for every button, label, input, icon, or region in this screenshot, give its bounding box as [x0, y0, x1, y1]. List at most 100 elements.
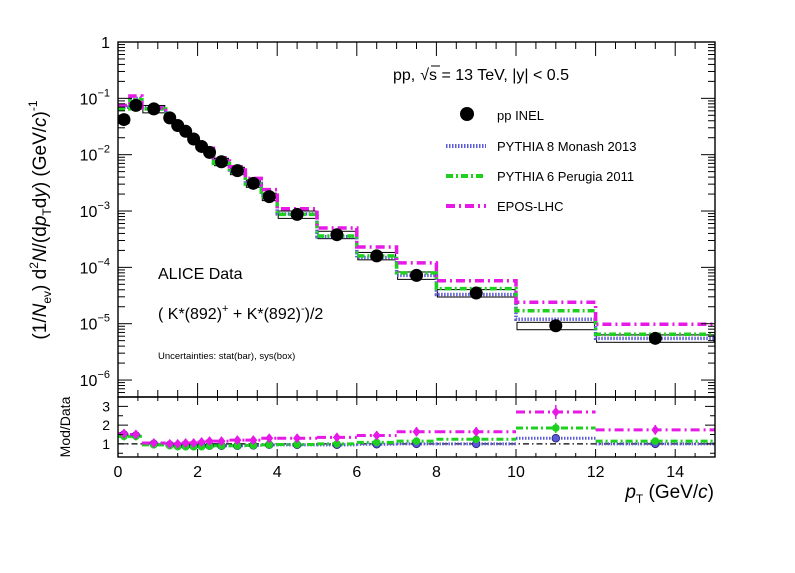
- ratio-point-epos: [217, 436, 226, 447]
- ratio-y-ticks: 1 2 3: [102, 396, 715, 454]
- model-histograms: [118, 94, 715, 341]
- spectrum-x-ticks: [117, 42, 716, 397]
- ratio-point-epos: [197, 437, 206, 447]
- ratio-point-pythia8: [551, 434, 560, 443]
- experiment-label: ALICE Data: [158, 266, 243, 283]
- y-tick-base: 10: [80, 148, 98, 165]
- ratio-point-epos: [173, 438, 182, 449]
- y-tick-base: 10: [80, 317, 98, 334]
- ratio-point-pythia6: [293, 440, 301, 449]
- data-points: [117, 98, 662, 345]
- data-point: [262, 190, 276, 204]
- legend-label-pythia8: PYTHIA 8 Monash 2013: [497, 139, 636, 154]
- data-point: [147, 102, 161, 116]
- legend-label-pythia6: PYTHIA 6 Perugia 2011: [497, 169, 634, 184]
- particle-label: ( K*(892)+ + K*(892)-)/2: [158, 303, 323, 323]
- y-tick-label: 3: [102, 398, 110, 414]
- y-tick-exponent: −1: [97, 87, 110, 99]
- data-point: [290, 207, 304, 221]
- data-point: [129, 98, 143, 112]
- model-line-epos: [118, 94, 715, 326]
- ratio-point-pythia6: [333, 440, 341, 448]
- collision-system-label: pp, √s = 13 TeV, |y| < 0.5: [393, 67, 569, 84]
- y-tick-label: 1: [102, 436, 110, 452]
- ratio-point-epos: [165, 438, 174, 449]
- ratio-point-pythia6: [651, 437, 660, 445]
- x-tick-label: 4: [273, 464, 282, 481]
- data-point: [469, 286, 483, 300]
- y-tick-label: 10−4: [80, 256, 110, 277]
- data-point: [370, 249, 384, 263]
- ratio-point-epos: [233, 435, 242, 446]
- spectrum-y-ticks: 110−110−210−310−410−510−6: [80, 35, 715, 398]
- x-tick-label: 14: [666, 464, 684, 481]
- y-tick-exponent: −3: [97, 200, 110, 212]
- ratio-point-epos: [131, 429, 140, 440]
- y-tick-exponent: −4: [97, 256, 110, 268]
- ratio-point-epos: [332, 432, 341, 443]
- ratio-point-pythia6: [472, 435, 481, 443]
- ratio-point-epos: [412, 426, 421, 437]
- x-tick-label: 6: [352, 464, 361, 481]
- model-line-pythia8: [118, 96, 715, 341]
- data-point: [117, 113, 131, 127]
- ratio-point-epos: [205, 436, 214, 447]
- ratio-points: [119, 404, 660, 451]
- ratio-point-pythia6: [233, 441, 242, 450]
- ratio-point-epos: [651, 424, 660, 435]
- legend-label-epos: EPOS-LHC: [497, 199, 563, 214]
- y-tick-label: 10−1: [80, 87, 110, 108]
- ratio-point-pythia6: [205, 442, 214, 450]
- y-tick-label: 10−3: [80, 200, 110, 221]
- ratio-point-epos: [472, 426, 481, 437]
- y-tick-base: 10: [80, 91, 98, 108]
- ratio-point-pythia6: [249, 441, 258, 450]
- ratio-x-ticks: 0 2 4 6 8 10 12 14: [114, 397, 716, 481]
- spectrum-plot-frame: [117, 41, 716, 398]
- data-point: [214, 155, 228, 169]
- ratio-panel: 0 2 4 6 8 10 12 14 123 Mod/Data pT (GeV/c): [57, 396, 716, 506]
- ratio-point-epos: [249, 435, 258, 446]
- data-point: [246, 176, 260, 190]
- ratio-point-pythia6: [372, 438, 381, 447]
- ratio-point-epos: [293, 433, 302, 444]
- legend-label-data: pp INEL: [497, 108, 544, 123]
- y-tick-base: 10: [80, 260, 98, 277]
- y-tick-base: 1: [101, 35, 110, 52]
- spectrum-panel: 110−110−210−310−410−510−6 (1/Nev) d2N/(d…: [26, 35, 716, 398]
- y-tick-label: 10−5: [80, 313, 110, 334]
- ratio-point-epos: [372, 430, 381, 441]
- uncertainties-note: Uncertainties: stat(bar), sys(box): [158, 351, 295, 362]
- data-point: [203, 145, 217, 159]
- data-point: [648, 331, 662, 345]
- y-tick-label: 1: [101, 35, 110, 52]
- x-tick-label: 2: [193, 464, 202, 481]
- legend-marker-data: [460, 107, 474, 121]
- y-tick-exponent: −5: [97, 313, 110, 325]
- data-point: [549, 319, 563, 333]
- data-point: [330, 228, 344, 242]
- ratio-point-pythia6: [412, 437, 421, 445]
- ratio-point-epos: [119, 428, 128, 439]
- y-tick-exponent: −2: [97, 144, 110, 156]
- y-tick-base: 10: [80, 373, 98, 390]
- y-tick-label: 10−2: [80, 144, 110, 165]
- y-tick-label: 2: [102, 417, 110, 433]
- y-tick-exponent: −6: [97, 369, 110, 381]
- ratio-point-epos: [189, 437, 198, 448]
- x-tick-label: 12: [587, 464, 605, 481]
- ratio-point-epos: [265, 433, 274, 444]
- y-tick-base: 10: [80, 204, 98, 221]
- ratio-point-epos: [551, 407, 560, 417]
- data-point: [230, 164, 244, 178]
- ratio-point-pythia6: [265, 441, 274, 449]
- x-tick-label: 10: [507, 464, 525, 481]
- x-tick-label: 8: [432, 464, 441, 481]
- data-point: [410, 268, 423, 282]
- x-axis-label: pT (GeV/c): [624, 482, 714, 506]
- x-tick-label: 0: [114, 464, 123, 481]
- ratio-point-epos: [181, 437, 190, 448]
- y-tick-label: 10−6: [80, 369, 110, 390]
- legend: pp INEL PYTHIA 8 Monash 2013 PYTHIA 6 Pe…: [446, 107, 636, 214]
